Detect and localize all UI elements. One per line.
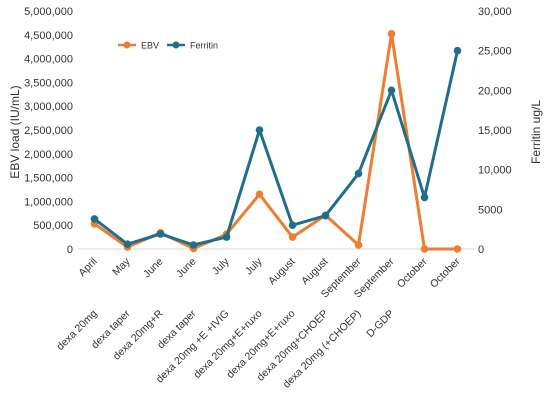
y-right-tick-label: 15,000 bbox=[478, 125, 512, 137]
y-left-tick-label: 3,000,000 bbox=[24, 101, 73, 113]
y-left-tick-label: 4,500,000 bbox=[24, 30, 73, 42]
data-point-ebv bbox=[354, 241, 363, 249]
y-axis-left-title: EBV load (IU/mL) bbox=[8, 85, 22, 178]
legend-label-ferritin: Ferritin bbox=[190, 41, 218, 51]
y-right-tick-label: 25,000 bbox=[478, 46, 512, 58]
data-point-ferritin bbox=[321, 211, 330, 220]
x-tick-label-month: April bbox=[76, 256, 99, 279]
y-left-tick-label: 5,000,000 bbox=[24, 6, 73, 18]
x-tick-label-month: June bbox=[141, 256, 166, 281]
y-right-tick-label: 10,000 bbox=[478, 165, 512, 177]
data-point-ferritin bbox=[255, 126, 264, 134]
y-right-tick-label: 30,000 bbox=[478, 6, 512, 18]
data-point-ferritin bbox=[387, 86, 396, 95]
data-point-ferritin bbox=[222, 233, 231, 241]
y-axis-right-title: Ferritin ug/L bbox=[529, 100, 543, 164]
y-right-tick-label: 5000 bbox=[478, 204, 502, 216]
right-axis-ticks: 0 5000 10,000 15,000 20,000 25,000 30,000 bbox=[478, 6, 512, 256]
y-left-tick-label: 2,500,000 bbox=[24, 125, 73, 137]
data-point-ferritin bbox=[288, 221, 297, 229]
data-point-ebv bbox=[420, 245, 429, 253]
data-point-ebv bbox=[453, 245, 462, 253]
data-point-ferritin bbox=[156, 230, 165, 238]
y-left-tick-label: 4,000,000 bbox=[24, 54, 73, 66]
left-axis-ticks: 0 500,000 1,000,000 1,500,000 2,000,000 2,500… bbox=[24, 6, 73, 256]
legend-label-ebv: EBV bbox=[141, 41, 159, 51]
y-left-tick-label: 3,500,000 bbox=[24, 77, 73, 89]
x-tick-label-month: July bbox=[243, 255, 265, 277]
x-tick-label-month: October bbox=[395, 255, 430, 290]
y-left-tick-label: 1,000,000 bbox=[24, 196, 73, 208]
x-tick-label-month: July bbox=[210, 255, 232, 277]
x-tick-label-month: August bbox=[266, 256, 298, 288]
legend-item-ebv: EBV bbox=[118, 41, 159, 51]
x-tick-label-month: May bbox=[110, 255, 133, 278]
x-tick-label-month: October bbox=[428, 255, 463, 290]
data-point-ferritin bbox=[453, 46, 462, 55]
x-tick-label-month: June bbox=[174, 256, 199, 281]
x-tick-label-treatment: D-GDP bbox=[364, 308, 396, 340]
legend: EBV Ferritin bbox=[118, 41, 218, 51]
x-tick-label-month: August bbox=[299, 256, 331, 288]
series-line-ebv bbox=[93, 32, 458, 251]
data-point-ferritin bbox=[354, 169, 363, 178]
series-line-ferritin bbox=[93, 50, 459, 247]
y-right-tick-label: 0 bbox=[478, 244, 484, 256]
data-point-ferritin bbox=[123, 240, 132, 248]
y-left-tick-label: 2,000,000 bbox=[24, 149, 73, 161]
y-left-tick-label: 0 bbox=[67, 244, 73, 256]
data-point-ferritin bbox=[189, 241, 198, 249]
y-right-tick-label: 20,000 bbox=[478, 85, 512, 97]
series-ferritin bbox=[90, 46, 462, 249]
data-point-ebv bbox=[255, 190, 264, 199]
legend-item-ferritin: Ferritin bbox=[167, 41, 218, 51]
y-left-tick-label: 500,000 bbox=[33, 220, 73, 232]
series-layer bbox=[90, 30, 462, 253]
y-left-tick-label: 1,500,000 bbox=[24, 173, 73, 185]
data-point-ebv bbox=[288, 233, 297, 241]
data-point-ebv bbox=[387, 30, 396, 38]
data-point-ferritin bbox=[90, 215, 99, 223]
data-point-ferritin bbox=[420, 193, 429, 202]
